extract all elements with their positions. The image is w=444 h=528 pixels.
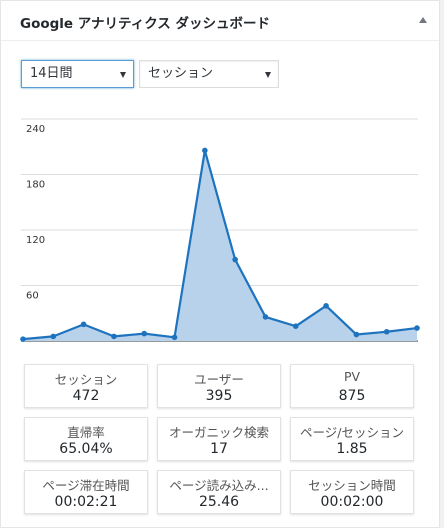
data-point-11 (353, 331, 360, 338)
metric-value: 17 (210, 441, 228, 457)
sessions-area-fill (23, 150, 417, 341)
collapse-toggle-icon[interactable] (419, 17, 427, 23)
metric-card: セッション 472 (24, 364, 148, 408)
metric-label: ページ滞在時間 (42, 478, 130, 493)
metric-card: PV 875 (290, 364, 414, 408)
data-point-13 (414, 325, 420, 331)
data-point-0 (20, 336, 26, 342)
metric-card: ページ読み込み... 25.46 (157, 470, 281, 514)
data-point-2 (80, 321, 87, 328)
metric-label: PV (343, 369, 361, 384)
metric-card: ページ/セッション 1.85 (290, 417, 414, 461)
metric-value: 00:02:21 (54, 494, 118, 510)
metric-label: セッション時間 (308, 478, 396, 493)
metric-value: 472 (72, 388, 100, 404)
widget-title: Google アナリティクス ダッシュボード (20, 16, 270, 32)
metric-card: 直帰率 65.04% (24, 417, 148, 461)
y-tick-label-120: 120 (26, 235, 45, 246)
metric-label: セッション (54, 372, 118, 387)
data-point-10 (323, 303, 329, 309)
data-point-8 (262, 314, 269, 320)
chevron-down-icon (120, 72, 126, 78)
metric-card: オーガニック検索 17 (157, 417, 281, 461)
metric-value: 395 (205, 388, 233, 404)
sessions-area-chart: 60 120 180 240 (20, 118, 420, 342)
metric-value: 00:02:00 (320, 494, 384, 510)
y-tick-label-240: 240 (26, 124, 45, 135)
data-point-5 (171, 334, 178, 341)
data-point-6 (202, 147, 208, 154)
metric-label: ユーザー (194, 372, 244, 387)
y-tick-label-180: 180 (26, 180, 45, 191)
data-point-9 (292, 323, 299, 329)
metric-card: ユーザー 395 (157, 364, 281, 408)
data-point-12 (383, 328, 390, 335)
widget-header: Google アナリティクス ダッシュボード (1, 1, 439, 41)
metric-value: 25.46 (198, 494, 240, 510)
sessions-series-line (22, 149, 418, 341)
period-select-value: 14日間 (30, 66, 73, 81)
data-point-3 (111, 333, 117, 340)
data-point-4 (141, 330, 148, 337)
metric-card: ページ滞在時間 00:02:21 (24, 470, 148, 514)
metric-select-value: セッション (148, 66, 214, 81)
metric-label: オーガニック検索 (168, 425, 269, 440)
metric-value: 875 (338, 388, 366, 404)
chevron-down-icon (265, 72, 271, 78)
metric-label: 直帰率 (67, 425, 105, 440)
data-point-7 (232, 256, 238, 263)
metric-label: ページ読み込み... (169, 478, 269, 493)
metric-select[interactable]: セッション (139, 60, 279, 88)
metric-card: セッション時間 00:02:00 (290, 470, 414, 514)
metric-label: ページ/セッション (300, 425, 404, 440)
period-select[interactable]: 14日間 (21, 60, 134, 88)
metric-value: 65.04% (59, 441, 113, 457)
y-tick-label-60: 60 (26, 291, 39, 302)
data-point-1 (50, 333, 57, 340)
metric-value: 1.85 (336, 441, 368, 457)
